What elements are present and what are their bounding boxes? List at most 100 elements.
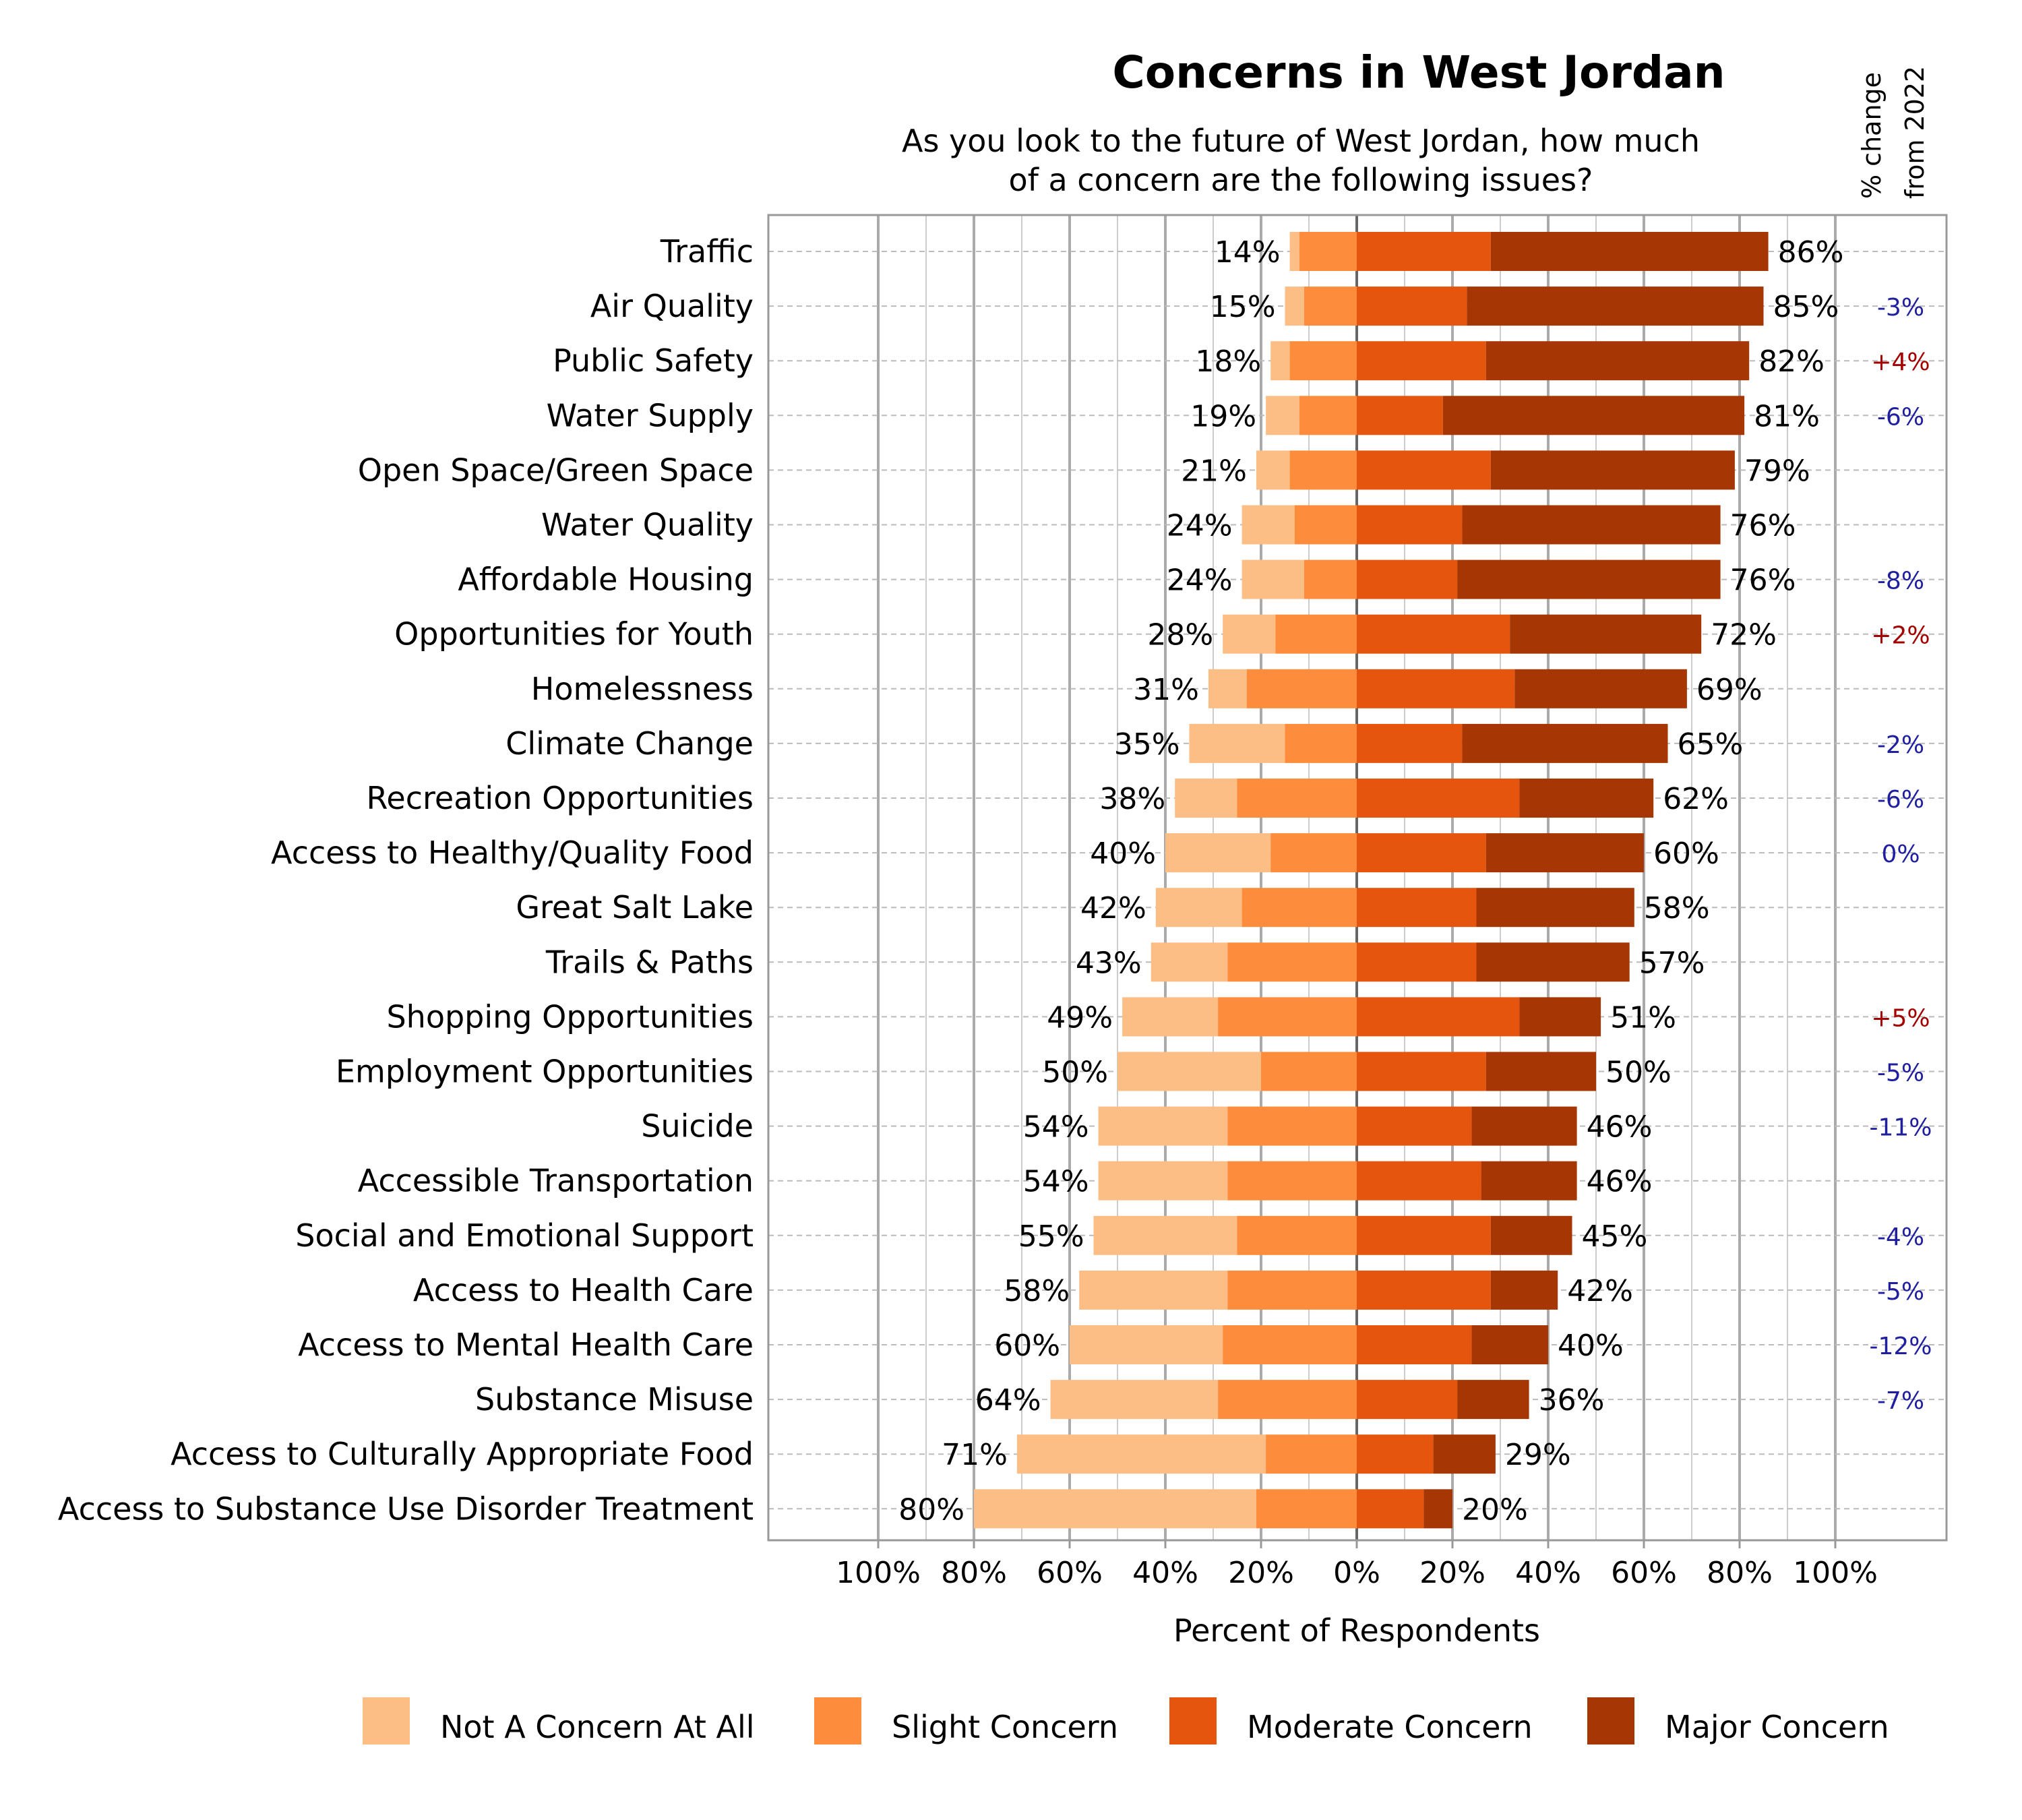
bar-segment-moderate-concern (1357, 1325, 1472, 1364)
bar-segment-not-a-concern-at-all (1242, 559, 1304, 599)
right-total-label: 29% (1505, 1438, 1571, 1472)
bar-segment-not-a-concern-at-all (1098, 1106, 1228, 1146)
right-total-label: 36% (1539, 1383, 1605, 1418)
bar-segment-slight-concern (1218, 997, 1357, 1037)
left-total-label: 18% (1195, 344, 1261, 379)
category-label: Access to Culturally Appropriate Food (171, 1436, 754, 1472)
right-total-label: 79% (1744, 454, 1810, 488)
right-total-label: 42% (1567, 1274, 1633, 1308)
bar-segment-moderate-concern (1357, 232, 1491, 271)
right-total-label: 72% (1711, 618, 1777, 653)
category-label: Recreation Opportunities (367, 780, 754, 816)
bar-segment-major-concern (1490, 1215, 1572, 1255)
chart-title: Concerns in West Jordan (1112, 47, 1725, 98)
bar-segment-slight-concern (1242, 888, 1357, 928)
bar-segment-slight-concern (1289, 341, 1357, 381)
x-axis-label: Percent of Respondents (1173, 1612, 1540, 1649)
bar-segment-slight-concern (1304, 286, 1357, 326)
left-total-label: 50% (1042, 1056, 1108, 1090)
bar-segment-major-concern (1442, 396, 1745, 435)
x-tick-label: 100% (836, 1556, 921, 1590)
bar-segment-slight-concern (1237, 1215, 1357, 1255)
bar-segment-moderate-concern (1357, 505, 1463, 545)
bar-segment-major-concern (1485, 833, 1644, 873)
bar-row: Open Space/Green Space 21% 79% (358, 450, 1810, 490)
bar-row: Public Safety 18% 82% +4% (553, 341, 1930, 381)
bar-segment-moderate-concern (1357, 559, 1458, 599)
bar-row: Traffic 14% 86% (660, 232, 1843, 271)
bar-segment-moderate-concern (1357, 341, 1486, 381)
change-label: -6% (1877, 403, 1924, 431)
bar-row: Access to Health Care 58% 42% -5% (413, 1270, 1924, 1310)
bar-segment-major-concern (1485, 341, 1750, 381)
bar-row: Shopping Opportunities 49% 51% +5% (386, 997, 1930, 1037)
bar-segment-slight-concern (1261, 1052, 1357, 1091)
left-total-label: 14% (1215, 235, 1281, 270)
category-label: Access to Health Care (413, 1272, 754, 1308)
bar-segment-major-concern (1490, 1270, 1558, 1310)
legend-swatch (814, 1697, 861, 1745)
category-label: Shopping Opportunities (386, 998, 754, 1035)
bar-row: Water Quality 24% 76% (541, 505, 1796, 545)
bar-segment-moderate-concern (1357, 1380, 1458, 1420)
bar-segment-not-a-concern-at-all (974, 1489, 1256, 1529)
bar-segment-moderate-concern (1357, 1161, 1481, 1201)
bar-segment-moderate-concern (1357, 779, 1520, 818)
change-label: -12% (1869, 1333, 1932, 1360)
bar-row: Access to Substance Use Disorder Treatme… (58, 1489, 1528, 1529)
x-tick-label: 60% (1611, 1556, 1677, 1590)
right-total-label: 46% (1587, 1110, 1653, 1145)
bar-segment-major-concern (1476, 888, 1634, 928)
change-label: -4% (1877, 1223, 1924, 1251)
bar-segment-not-a-concern-at-all (1223, 614, 1276, 654)
bar-row: Social and Emotional Support 55% 45% -4% (295, 1215, 1924, 1255)
bar-segment-not-a-concern-at-all (1266, 396, 1299, 435)
bar-row: Access to Culturally Appropriate Food 71%… (171, 1434, 1571, 1474)
right-total-label: 85% (1773, 290, 1839, 324)
bar-segment-slight-concern (1256, 1489, 1357, 1529)
category-label: Suicide (641, 1108, 754, 1145)
bar-segment-not-a-concern-at-all (1289, 232, 1299, 271)
left-total-label: 55% (1018, 1219, 1084, 1254)
bar-row: Climate Change 35% 65% -2% (506, 723, 1924, 763)
bar-segment-major-concern (1433, 1434, 1496, 1474)
bar-segment-not-a-concern-at-all (1151, 942, 1228, 982)
bar-segment-slight-concern (1299, 232, 1357, 271)
bar-segment-slight-concern (1223, 1325, 1357, 1364)
category-label: Opportunities for Youth (394, 616, 754, 653)
bar-segment-major-concern (1490, 450, 1735, 490)
bar-segment-not-a-concern-at-all (1122, 997, 1219, 1037)
category-label: Water Quality (541, 507, 754, 543)
legend-swatch (363, 1697, 410, 1745)
bar-row: Accessible Transportation 54% 46% (358, 1161, 1652, 1201)
bar-segment-major-concern (1462, 723, 1668, 763)
left-total-label: 38% (1099, 782, 1165, 816)
bar-segment-not-a-concern-at-all (1270, 341, 1290, 381)
right-total-label: 76% (1730, 564, 1796, 598)
bar-segment-slight-concern (1304, 559, 1357, 599)
right-total-label: 50% (1605, 1056, 1672, 1090)
bar-segment-slight-concern (1294, 505, 1357, 545)
bar-segment-not-a-concern-at-all (1050, 1380, 1219, 1420)
bar-segment-moderate-concern (1357, 1052, 1486, 1091)
bar-row: Affordable Housing 24% 76% -8% (458, 559, 1924, 599)
bar-segment-major-concern (1476, 942, 1630, 982)
bar-segment-major-concern (1510, 614, 1702, 654)
left-total-label: 15% (1210, 290, 1276, 324)
change-header: % change from 2022 (1857, 66, 1930, 199)
legend-swatch (1587, 1697, 1634, 1745)
bar-segment-moderate-concern (1357, 888, 1477, 928)
bar-segment-not-a-concern-at-all (1098, 1161, 1228, 1201)
change-label: -6% (1877, 786, 1924, 814)
bar-segment-major-concern (1490, 232, 1769, 271)
change-label: +4% (1871, 348, 1930, 376)
bar-segment-major-concern (1485, 1052, 1596, 1091)
right-total-label: 57% (1639, 946, 1705, 980)
x-tick-label: 80% (941, 1556, 1007, 1590)
bar-row: Employment Opportunities 50% 50% -5% (336, 1052, 1924, 1091)
left-total-label: 31% (1133, 673, 1199, 707)
right-total-label: 45% (1582, 1219, 1648, 1254)
change-label: 0% (1881, 841, 1920, 868)
bar-segment-not-a-concern-at-all (1189, 723, 1285, 763)
right-total-label: 82% (1758, 344, 1825, 379)
